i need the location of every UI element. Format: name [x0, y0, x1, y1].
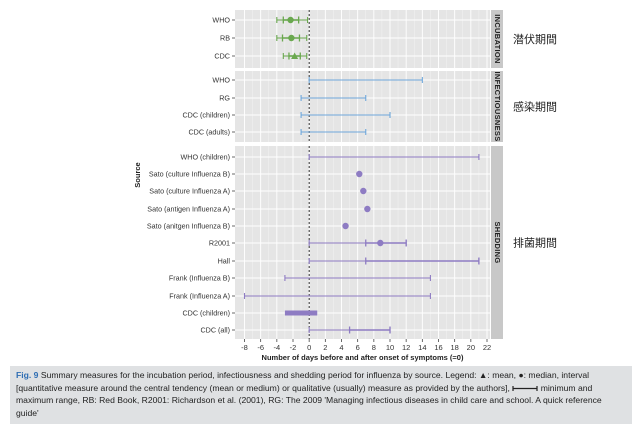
- y-tick-label: WHO: [212, 16, 230, 25]
- figure-label: Fig. 9: [16, 370, 39, 380]
- x-tick-label: 16: [434, 343, 442, 352]
- panel-infectiousness-background: [235, 71, 490, 142]
- range-bar-thick: [284, 310, 318, 316]
- x-tick-label: -8: [241, 343, 248, 352]
- y-tick-label: RB: [220, 34, 230, 43]
- x-tick-label: 14: [418, 343, 426, 352]
- y-tick-label: Sato (antigen Influenza A): [147, 205, 230, 214]
- panel-incubation-japanese-label: 潜伏期間: [513, 32, 557, 46]
- mean-marker: [291, 52, 299, 59]
- x-tick-label: 2: [323, 343, 327, 352]
- x-tick-label: 18: [450, 343, 458, 352]
- y-tick-label: WHO (children): [180, 153, 230, 162]
- y-tick-label: CDC (all): [200, 326, 230, 335]
- x-tick-label: 8: [372, 343, 376, 352]
- y-tick-label: CDC (adults): [188, 128, 230, 137]
- x-tick-label: 10: [386, 343, 394, 352]
- y-tick-label: Frank (Influenza A): [169, 292, 230, 301]
- median-marker: [356, 170, 363, 178]
- median-marker: [287, 16, 294, 24]
- panel-incubation-background: [235, 10, 490, 68]
- x-tick-label: -6: [257, 343, 264, 352]
- x-tick-label: 4: [339, 343, 343, 352]
- x-tick-label: 12: [402, 343, 410, 352]
- panel-shedding-japanese-label: 排菌期間: [513, 236, 557, 250]
- y-tick-label: Sato (culture Influenza A): [149, 187, 230, 196]
- y-tick-label: Sato (anitgen Influenza B): [147, 222, 230, 231]
- x-tick-label: -4: [273, 343, 280, 352]
- panel-infectiousness-strip-label: INFECTIOUSNESS: [493, 71, 502, 141]
- median-marker: [360, 187, 367, 195]
- y-tick-label: Frank (Influenza B): [169, 274, 230, 283]
- panel-infectiousness-japanese-label: 感染期間: [513, 100, 557, 114]
- median-marker: [364, 205, 371, 213]
- panel-incubation-strip: [491, 10, 503, 68]
- panel-shedding-strip-label: SHEDDING: [493, 222, 502, 264]
- panel-shedding-strip: [491, 146, 503, 339]
- median-marker: [342, 222, 349, 230]
- y-tick-label: CDC: [214, 52, 230, 61]
- median-marker: [288, 34, 295, 42]
- x-tick-label: 6: [356, 343, 360, 352]
- y-tick-label: CDC (children): [182, 309, 230, 318]
- y-tick-label: Hall: [218, 257, 231, 266]
- range-legend-icon: [512, 385, 538, 391]
- chart: INCUBATION 潜伏期間 WHO RB CDC INFECTIOUSNESS 感染期間…: [133, 10, 557, 362]
- caption-text-part2: minimum and maximum range, RB: Red Book,…: [16, 382, 602, 418]
- panel-incubation-strip-label: INCUBATION: [493, 14, 502, 64]
- figure-caption: Fig. 9 Summary measures for the incubati…: [10, 366, 632, 424]
- x-tick-label: 20: [467, 343, 475, 352]
- y-axis-label: Source: [133, 162, 142, 187]
- caption-text-part1: Summary measures for the incubation peri…: [16, 370, 590, 393]
- y-tick-label: RG: [219, 94, 230, 103]
- x-tick-label: 22: [483, 343, 491, 352]
- x-tick-label: -2: [290, 343, 297, 352]
- y-tick-label: CDC (children): [182, 111, 230, 120]
- x-axis-label: Number of days before and after onset of…: [262, 353, 464, 362]
- y-tick-label: Sato (culture Influenza B): [149, 170, 230, 179]
- y-tick-label: WHO: [212, 76, 230, 85]
- x-tick-label: 0: [307, 343, 311, 352]
- y-tick-label: R2001: [209, 239, 230, 248]
- median-marker: [377, 239, 384, 247]
- panel-infectiousness-strip: [491, 71, 503, 142]
